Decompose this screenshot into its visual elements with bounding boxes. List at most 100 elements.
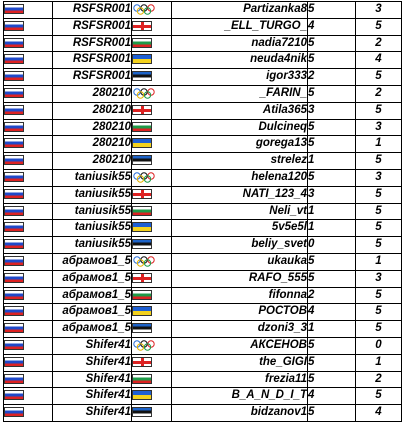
- estonia-flag-icon: [132, 239, 152, 250]
- table-row: 280210 gorega13 5 1: [3, 135, 402, 154]
- player1-name: taniusik55: [52, 236, 132, 254]
- player1-name: 280210: [52, 101, 132, 120]
- player2-flag-cell: [131, 68, 172, 86]
- player2-flag-cell: [131, 404, 172, 422]
- estonia-flag-icon: [132, 155, 152, 166]
- player1-name: RSFSR001: [52, 68, 132, 86]
- table-row: taniusik55 Neli_vt 1 5: [3, 202, 402, 221]
- player1-score: 5: [307, 1, 356, 19]
- player1-name: Shifer41: [52, 336, 132, 355]
- georgia-flag-icon: [132, 104, 152, 115]
- russia-flag-icon: [4, 323, 24, 334]
- player2-name: Atila365: [171, 101, 308, 120]
- player2-score: 5: [355, 185, 402, 204]
- estonia-flag-icon: [132, 407, 152, 418]
- russia-flag-icon: [4, 339, 24, 350]
- player2-name: fifonna: [171, 286, 308, 305]
- table-row: RSFSR001 neuda4nik 5 4: [3, 51, 402, 70]
- table-row: taniusik55 helena120 5 3: [3, 168, 402, 187]
- player2-name: dzoni3_3: [171, 320, 308, 338]
- player2-name: strelez: [171, 152, 308, 170]
- player1-flag-cell: [3, 185, 53, 204]
- player1-flag-cell: [3, 202, 53, 221]
- player2-score: 5: [355, 68, 402, 86]
- player1-score: 5: [307, 34, 356, 53]
- table-row: 280210 _FARIN_ 5 2: [3, 84, 402, 103]
- russia-flag-icon: [4, 272, 24, 283]
- player2-score: 5: [355, 17, 402, 36]
- player2-flag-cell: [131, 51, 172, 70]
- player1-flag-cell: [3, 370, 53, 389]
- ukraine-flag-icon: [132, 138, 152, 149]
- player1-name: RSFSR001: [52, 51, 132, 70]
- georgia-flag-icon: [132, 356, 152, 367]
- player2-flag-cell: [131, 34, 172, 53]
- player1-flag-cell: [3, 404, 53, 422]
- player1-score: 2: [307, 68, 356, 86]
- player2-score: 5: [355, 101, 402, 120]
- player1-score: 5: [307, 168, 356, 187]
- player2-name: NATI_123_4: [171, 185, 308, 204]
- player1-flag-cell: [3, 236, 53, 254]
- results-table: RSFSR001 Partizanka8 5 3 RSFSR001 _ELL_TURGO_…: [3, 1, 402, 422]
- player2-score: 2: [355, 370, 402, 389]
- player1-flag-cell: [3, 286, 53, 305]
- georgia-flag-icon: [132, 188, 152, 199]
- table-row: 280210 Atila365 3 5: [3, 101, 402, 120]
- player2-name: АКСЕНОВ: [171, 336, 308, 355]
- player2-score: 3: [355, 1, 402, 19]
- player2-name: _FARIN_: [171, 84, 308, 103]
- player2-score: 5: [355, 320, 402, 338]
- bulgaria-flag-icon: [132, 205, 152, 216]
- player1-score: 4: [307, 387, 356, 406]
- russia-flag-icon: [4, 138, 24, 149]
- russia-flag-icon: [4, 171, 24, 182]
- player2-name: nadia7210: [171, 34, 308, 53]
- table-row: Shifer41 bidzanov1 5 4: [3, 404, 402, 422]
- player1-score: 2: [307, 286, 356, 305]
- player2-score: 5: [355, 236, 402, 254]
- player1-score: 1: [307, 219, 356, 238]
- player1-name: 280210: [52, 118, 132, 137]
- player1-flag-cell: [3, 387, 53, 406]
- player2-flag-cell: [131, 269, 172, 288]
- player2-name: RAFO_555: [171, 269, 308, 288]
- player2-flag-cell: [131, 1, 172, 19]
- player1-flag-cell: [3, 269, 53, 288]
- ukraine-flag-icon: [132, 306, 152, 317]
- player1-score: 5: [307, 252, 356, 271]
- player2-score: 4: [355, 404, 402, 422]
- estonia-flag-icon: [132, 323, 152, 334]
- table-row: 280210 Dulcineq 5 3: [3, 118, 402, 137]
- table-row: абрамов1_5 RAFO_555 5 3: [3, 269, 402, 288]
- table-row: RSFSR001 nadia7210 5 2: [3, 34, 402, 53]
- player2-score: 3: [355, 269, 402, 288]
- ukraine-flag-icon: [132, 54, 152, 65]
- table-row: абрамов1_5 fifonna 2 5: [3, 286, 402, 305]
- player1-name: Shifer41: [52, 370, 132, 389]
- player1-name: абрамов1_5: [52, 320, 132, 338]
- player2-score: 1: [355, 135, 402, 154]
- player2-name: beliy_svet: [171, 236, 308, 254]
- table-row: абрамов1_5 dzoni3_3 1 5: [3, 320, 402, 338]
- player1-score: 5: [307, 51, 356, 70]
- russia-flag-icon: [4, 407, 24, 418]
- table-row: Shifer41 frezia11 5 2: [3, 370, 402, 389]
- player2-flag-cell: [131, 286, 172, 305]
- player1-flag-cell: [3, 303, 53, 322]
- player2-name: Partizanka8: [171, 1, 308, 19]
- player1-flag-cell: [3, 252, 53, 271]
- table-row: RSFSR001 Partizanka8 5 3: [3, 1, 402, 19]
- player2-score: 4: [355, 51, 402, 70]
- player2-name: the_GIGI: [171, 353, 308, 372]
- player2-flag-cell: [131, 152, 172, 170]
- player1-name: 280210: [52, 152, 132, 170]
- player1-name: абрамов1_5: [52, 286, 132, 305]
- player1-flag-cell: [3, 168, 53, 187]
- player2-score: 3: [355, 118, 402, 137]
- player1-flag-cell: [3, 51, 53, 70]
- player1-name: абрамов1_5: [52, 303, 132, 322]
- player2-flag-cell: [131, 101, 172, 120]
- estonia-flag-icon: [132, 71, 152, 82]
- player2-name: B_A_N_D_I_T: [171, 387, 308, 406]
